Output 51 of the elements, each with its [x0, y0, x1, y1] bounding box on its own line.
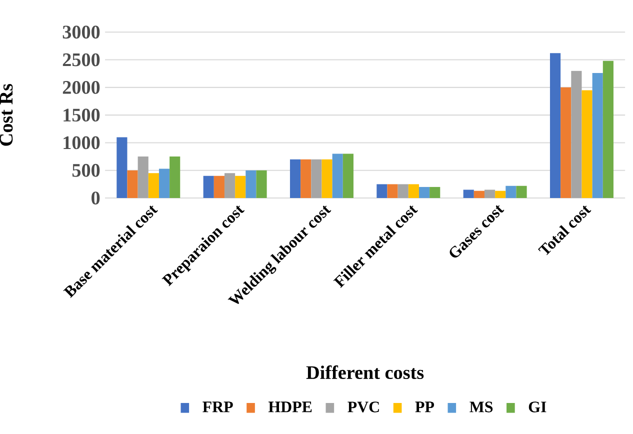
y-tick-label: 2500: [62, 53, 100, 66]
legend-label: MS: [470, 402, 493, 412]
y-axis-title: Cost Rs: [0, 84, 13, 146]
bar: [256, 170, 267, 198]
legend-label: PP: [415, 402, 434, 412]
bar: [158, 168, 170, 198]
bar: [495, 190, 506, 198]
bar: [571, 70, 582, 198]
bar: [300, 159, 312, 198]
bar: [214, 176, 224, 198]
bar: [127, 170, 138, 198]
y-tick-label: 1500: [64, 108, 100, 122]
bar: [430, 187, 440, 198]
bar: [602, 60, 614, 198]
bar: [170, 156, 180, 198]
bar: [235, 176, 246, 198]
legend-label: GI: [528, 402, 546, 412]
bar: [332, 154, 343, 198]
y-tick-label: 2000: [62, 81, 100, 94]
bar: [398, 184, 408, 198]
y-tick-label: 500: [72, 164, 100, 177]
bar: [463, 190, 474, 198]
legend-label: FRP: [202, 402, 233, 412]
bar: [516, 186, 527, 198]
bar: [592, 73, 603, 198]
bar: [203, 176, 214, 198]
bar: [408, 184, 419, 198]
x-axis-title: Different costs: [306, 365, 424, 380]
bar: [387, 184, 398, 198]
bar: [246, 170, 256, 198]
legend-label: PVC: [348, 402, 379, 412]
bar: [290, 159, 301, 198]
legend-label: HDPE: [268, 402, 312, 412]
bar: [582, 90, 592, 198]
bar: [322, 159, 332, 198]
y-tick-label: 0: [92, 192, 100, 205]
y-tick-label: 1000: [64, 136, 100, 150]
bar: [418, 187, 430, 198]
bar: [224, 173, 236, 198]
bar: [550, 53, 561, 198]
bar: [116, 137, 128, 198]
bar: [342, 154, 354, 198]
bar: [474, 190, 484, 198]
bar: [376, 184, 388, 198]
bar: [311, 159, 322, 198]
bar: [138, 156, 148, 198]
bar: [506, 186, 516, 198]
bar: [484, 190, 496, 198]
bar: [148, 173, 159, 198]
bar: [560, 88, 572, 198]
y-tick-label: 3000: [62, 26, 100, 39]
